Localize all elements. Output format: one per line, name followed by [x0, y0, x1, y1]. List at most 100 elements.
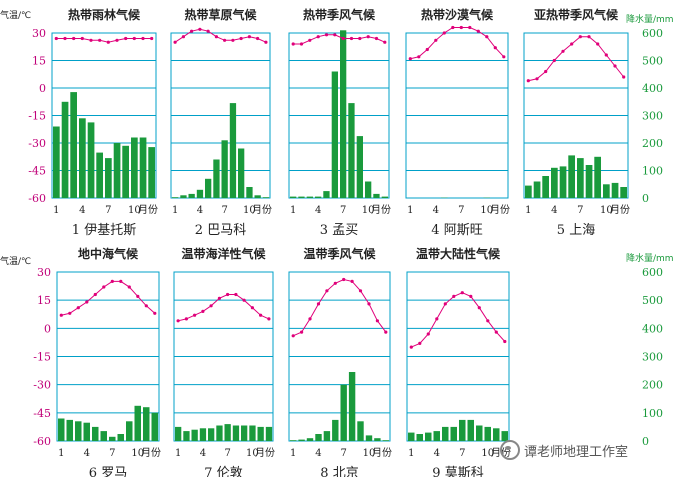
temp-point-month-10	[604, 53, 608, 57]
precip-bar-month-5	[323, 431, 331, 441]
precip-tick-label: 400	[642, 82, 663, 95]
chart-caption: 6 罗马	[89, 466, 127, 477]
precip-bar-month-8	[113, 143, 121, 198]
temp-point-month-4	[198, 27, 202, 31]
temp-tick-label: 15	[32, 55, 46, 68]
month-axis-suffix: 月份	[490, 204, 510, 216]
temp-axis-label-row1: 气温/℃	[0, 9, 31, 21]
chart-caption: 5 上海	[557, 223, 595, 238]
temp-point-month-1	[409, 345, 413, 349]
month-tick-label: 7	[221, 205, 227, 216]
temp-point-month-8	[587, 35, 591, 39]
temp-point-month-3	[426, 332, 430, 336]
precip-bar-month-2	[298, 196, 305, 198]
precip-bar-month-12	[381, 196, 388, 198]
temp-point-month-3	[193, 313, 197, 317]
temp-point-month-3	[425, 47, 429, 52]
temp-point-month-9	[124, 36, 128, 41]
temp-point-month-6	[98, 38, 102, 42]
temp-point-month-8	[231, 38, 235, 42]
temp-point-month-4	[80, 36, 84, 41]
precip-bar-month-1	[525, 185, 532, 198]
temp-point-month-7	[226, 292, 230, 297]
month-tick-label: 10	[362, 205, 375, 216]
temp-point-month-8	[119, 279, 123, 283]
month-tick-label: 1	[290, 205, 296, 216]
precip-bar-month-11	[373, 193, 380, 198]
temp-point-month-7	[459, 25, 463, 30]
temp-point-month-5	[561, 49, 565, 53]
temp-point-month-5	[206, 29, 210, 33]
temp-tick-label: -15	[28, 110, 46, 123]
month-axis-suffix: 月份	[141, 447, 161, 459]
temp-point-month-1	[291, 334, 295, 338]
temp-point-month-2	[417, 55, 421, 59]
precip-tick-label: 500	[642, 55, 663, 68]
precip-bar-month-11	[493, 428, 500, 441]
precip-bar-month-10	[134, 405, 141, 441]
temp-point-month-5	[442, 31, 446, 35]
precip-bar-month-6	[213, 159, 220, 198]
precip-tick-label: 400	[642, 322, 663, 335]
month-tick-label: 1	[290, 448, 296, 459]
month-axis-suffix: 月份	[372, 447, 392, 459]
temp-line	[61, 280, 156, 316]
precip-bar-month-9	[126, 421, 133, 441]
chart-title: 温带大陆性气候	[416, 246, 501, 261]
temp-point-month-10	[367, 302, 371, 306]
temp-line	[292, 278, 387, 337]
temp-point-month-9	[476, 29, 480, 33]
temp-point-month-9	[477, 306, 481, 310]
precip-tick-label: 0	[642, 435, 649, 448]
temp-point-month-6	[451, 25, 455, 30]
temp-tick-label: 15	[37, 294, 51, 307]
temp-point-month-7	[342, 277, 346, 282]
precip-bar-month-10	[603, 184, 610, 199]
temp-point-month-6	[452, 294, 456, 298]
temp-point-month-9	[596, 42, 600, 46]
month-axis-suffix: 月份	[252, 204, 272, 216]
chart-caption: 7 伦敦	[204, 465, 242, 477]
temp-point-month-12	[503, 339, 507, 344]
temp-point-month-2	[418, 341, 422, 345]
precip-bar-month-12	[148, 147, 155, 198]
month-tick-label: 4	[433, 205, 439, 216]
temp-point-month-11	[144, 304, 148, 308]
precip-bar-month-7	[109, 436, 116, 441]
temp-point-month-3	[76, 306, 80, 310]
temp-point-month-9	[239, 36, 243, 41]
precip-bar-month-2	[183, 431, 190, 441]
precip-bar-month-3	[191, 429, 198, 441]
precip-bar-month-12	[262, 197, 270, 198]
temp-point-month-7	[341, 36, 345, 41]
temp-axis-label-row2: 气温/℃	[0, 255, 31, 267]
temp-point-month-10	[250, 306, 254, 310]
temp-point-month-5	[89, 38, 93, 42]
temp-point-month-5	[93, 292, 97, 297]
precip-bar-month-1	[58, 418, 65, 441]
month-tick-label: 4	[315, 205, 321, 216]
month-tick-label: 1	[525, 205, 531, 216]
month-tick-label: 4	[551, 205, 557, 216]
precip-bar-month-5	[87, 122, 95, 198]
month-tick-label: 10	[480, 205, 493, 216]
temp-point-month-6	[102, 285, 106, 289]
temp-line	[177, 294, 270, 322]
precip-bar-month-8	[348, 103, 355, 198]
precip-bar-month-10	[365, 435, 373, 441]
chart-caption: 8 北京	[320, 466, 358, 477]
month-tick-label: 7	[109, 448, 115, 459]
precip-bar-month-11	[254, 195, 261, 199]
temp-point-month-9	[358, 36, 362, 41]
month-axis-suffix: 月份	[610, 204, 630, 216]
precip-bar-month-12	[620, 187, 627, 198]
chart-title: 地中海气候	[78, 246, 139, 261]
precip-bar-month-9	[356, 136, 363, 198]
temp-point-month-11	[613, 64, 617, 68]
precip-bar-month-5	[442, 426, 449, 441]
temp-line	[56, 38, 152, 43]
month-tick-label: 4	[434, 448, 440, 459]
precip-bar-month-8	[348, 372, 356, 441]
